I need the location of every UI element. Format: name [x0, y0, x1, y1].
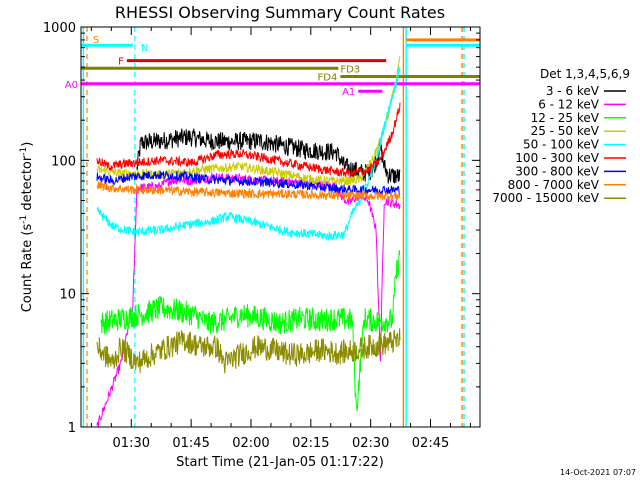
x-tick-label-1: 01:45: [172, 436, 209, 451]
series-line-0: [136, 128, 401, 184]
series-line-8: [96, 328, 401, 374]
x-tick-label-2: 02:00: [232, 436, 269, 451]
footer-timestamp: 14-Oct-2021 07:07: [560, 468, 636, 477]
legend-label-3: 25 - 50 keV: [531, 124, 600, 138]
y-tick-label-2: 100: [51, 154, 76, 169]
marker-label-0: S: [93, 35, 99, 46]
y-axis-label-exponent-2: -1: [19, 147, 29, 156]
legend-label-7: 800 - 7000 keV: [508, 178, 600, 192]
legend-label-6: 300 - 800 keV: [515, 164, 599, 178]
series-line-5: [96, 102, 401, 178]
y-tick-label-1: 10: [59, 288, 76, 303]
y-axis-ticks: 1 10 100 1000: [43, 21, 480, 436]
series-line-4: [96, 66, 401, 242]
y-axis-label: Count Rate (s-1 detector-1): [19, 142, 35, 313]
y-axis-label-exponent: -1: [19, 215, 29, 224]
plot-frame: [80, 26, 481, 428]
series-line-2: [100, 249, 401, 412]
y-axis-label-prefix: Count Rate (s: [20, 224, 35, 313]
x-tick-label-5: 02:45: [412, 436, 449, 451]
y-tick-label-3: 1000: [43, 21, 76, 36]
x-tick-label-3: 02:15: [292, 436, 329, 451]
legend-label-8: 7000 - 15000 keV: [492, 191, 599, 205]
series-line-6: [96, 170, 401, 196]
series-line-7: [96, 180, 401, 202]
chart-title: RHESSI Observing Summary Count Rates: [115, 3, 445, 22]
legend-label-1: 6 - 12 keV: [538, 97, 600, 111]
state-bar-label-0: F: [118, 57, 124, 68]
state-bar-label-1: FD3: [340, 64, 360, 75]
x-tick-label-0: 01:30: [113, 436, 150, 451]
state-bar-label-3: A0: [65, 80, 78, 91]
legend-label-5: 100 - 300 keV: [515, 151, 599, 165]
state-bar-label-4: A1: [342, 87, 355, 98]
x-tick-label-4: 02:30: [352, 436, 389, 451]
y-axis-label-close: ): [20, 142, 35, 147]
legend-label-4: 50 - 100 keV: [523, 138, 600, 152]
y-tick-label-0: 1: [68, 421, 76, 436]
x-axis-label: Start Time (21-Jan-05 01:17:22): [176, 455, 384, 470]
legend-title: Det 1,3,4,5,6,9: [540, 67, 630, 81]
legend-label-2: 12 - 25 keV: [531, 111, 600, 125]
state-bar-label-2: FD4: [318, 73, 338, 84]
x-axis-ticks: 01:30 01:45 02:00 02:15 02:30 02:45: [90, 27, 471, 451]
y-axis-label-suffix: detector: [20, 155, 35, 215]
legend-label-0: 3 - 6 keV: [546, 84, 600, 98]
marker-label-1: N: [141, 43, 148, 54]
